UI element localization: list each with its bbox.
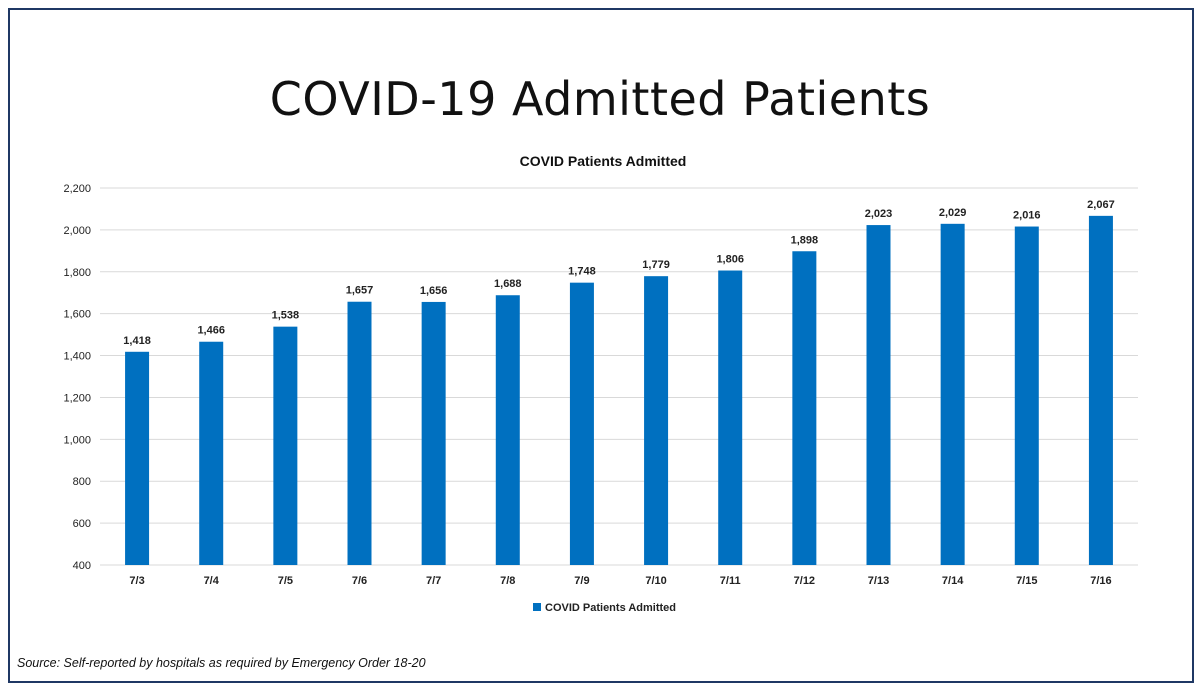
bar <box>199 341 224 565</box>
x-axis-ticks: 7/3 7/4 7/5 7/6 7/7 7/8 7/9 7/10 7/11 7/12 7/13 7/1… <box>129 575 1111 587</box>
bar <box>718 270 743 565</box>
x-tick-label: 7/7 <box>426 575 441 587</box>
y-tick-label: 1,800 <box>63 267 91 279</box>
bar <box>273 326 298 565</box>
x-tick-label: 7/11 <box>720 575 741 587</box>
bar <box>940 223 965 565</box>
x-tick-label: 7/16 <box>1090 575 1111 587</box>
bar <box>421 301 446 565</box>
bar <box>495 295 520 565</box>
data-label: 1,538 <box>272 310 300 322</box>
x-tick-label: 7/13 <box>868 575 889 587</box>
y-axis-ticks: 400 600 800 1,000 1,200 1,400 1,600 1,800 2,000 2… <box>63 183 91 572</box>
data-label: 2,029 <box>939 207 967 219</box>
y-tick-label: 600 <box>73 518 91 530</box>
bar <box>644 276 669 565</box>
bar <box>866 225 891 566</box>
y-tick-label: 1,000 <box>63 434 91 446</box>
x-tick-label: 7/14 <box>942 575 964 587</box>
bar <box>792 251 817 565</box>
bar <box>347 301 372 565</box>
data-label: 1,688 <box>494 278 522 290</box>
bar <box>125 351 150 565</box>
source-note: Source: Self-reported by hospitals as re… <box>17 656 426 670</box>
chart-title: COVID Patients Admitted <box>520 153 687 169</box>
x-tick-label: 7/3 <box>129 575 144 587</box>
legend-swatch <box>533 603 541 611</box>
data-label: 1,748 <box>568 266 596 278</box>
data-label: 1,466 <box>197 325 225 337</box>
x-tick-label: 7/8 <box>500 575 515 587</box>
x-tick-label: 7/12 <box>794 575 815 587</box>
data-label: 2,067 <box>1087 199 1115 211</box>
y-tick-label: 2,000 <box>63 225 91 237</box>
bar <box>1088 215 1113 565</box>
x-tick-label: 7/15 <box>1016 575 1037 587</box>
page-title: COVID-19 Admitted Patients <box>269 72 931 126</box>
x-tick-label: 7/10 <box>645 575 666 587</box>
y-tick-label: 1,200 <box>63 392 91 404</box>
bars <box>125 215 1113 566</box>
data-label: 1,418 <box>123 335 151 347</box>
data-label: 2,016 <box>1013 210 1041 222</box>
data-label: 1,898 <box>791 234 819 246</box>
data-label: 1,779 <box>642 259 670 271</box>
x-tick-label: 7/9 <box>574 575 589 587</box>
y-tick-label: 2,200 <box>63 183 91 195</box>
data-label: 1,657 <box>346 285 374 297</box>
x-tick-label: 7/4 <box>204 575 220 587</box>
legend-label: COVID Patients Admitted <box>545 602 676 614</box>
x-tick-label: 7/6 <box>352 575 367 587</box>
y-tick-label: 1,600 <box>63 309 91 321</box>
legend: COVID Patients Admitted <box>533 602 676 614</box>
data-label: 1,656 <box>420 285 448 297</box>
y-tick-label: 400 <box>73 560 91 572</box>
bar <box>569 282 594 565</box>
gridlines <box>100 187 1138 566</box>
data-labels: 1,418 1,466 1,538 1,657 1,656 1,688 1,748 1,779… <box>123 199 1114 347</box>
y-tick-label: 1,400 <box>63 351 91 363</box>
data-label: 2,023 <box>865 208 893 220</box>
x-tick-label: 7/5 <box>278 575 293 587</box>
data-label: 1,806 <box>716 254 744 266</box>
bar <box>1014 226 1039 565</box>
y-tick-label: 800 <box>73 476 91 488</box>
